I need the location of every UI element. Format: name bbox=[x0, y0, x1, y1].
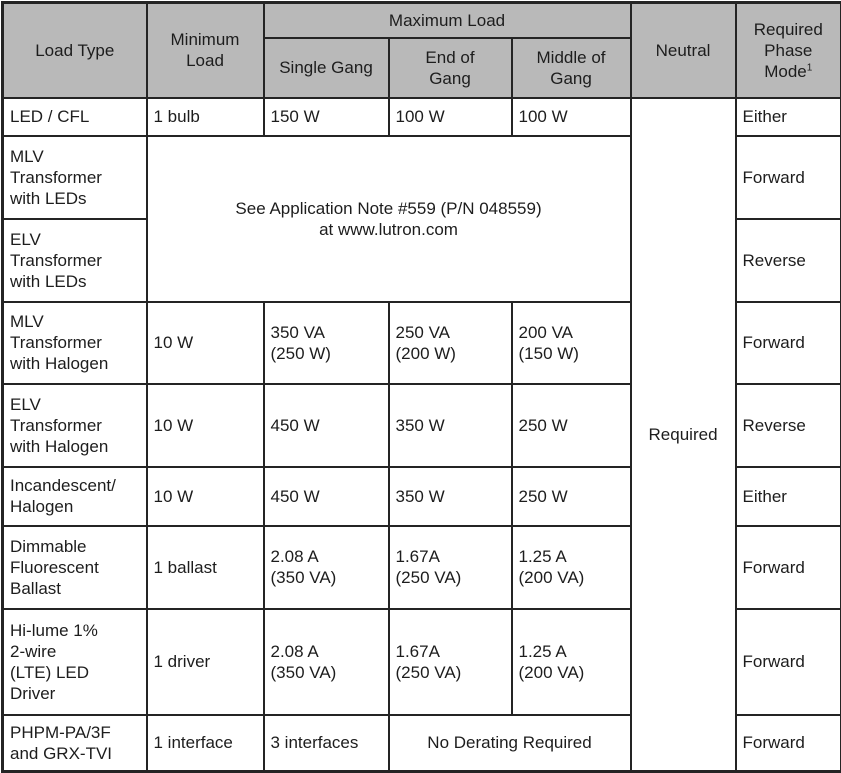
cell-single-gang: 2.08 A (350 VA) bbox=[264, 526, 389, 609]
cell-load-type: ELV Transformer with Halogen bbox=[3, 384, 147, 467]
col-header-load-type: Load Type bbox=[3, 3, 147, 98]
col-header-middle-of-gang: Middle of Gang bbox=[512, 38, 631, 98]
cell-phase-mode: Forward bbox=[736, 526, 841, 609]
cell-end-of-gang: 250 VA (200 W) bbox=[389, 302, 512, 384]
cell-load-type: Dimmable Fluorescent Ballast bbox=[3, 526, 147, 609]
cell-phase-mode: Either bbox=[736, 98, 841, 136]
col-header-maximum-load: Maximum Load bbox=[264, 3, 631, 38]
col-header-end-of-gang: End of Gang bbox=[389, 38, 512, 98]
col-header-minimum-load: Minimum Load bbox=[147, 3, 264, 98]
cell-end-of-gang: 350 W bbox=[389, 467, 512, 526]
cell-middle-of-gang: 1.25 A (200 VA) bbox=[512, 526, 631, 609]
required-phase-mode-label: Required Phase Mode bbox=[754, 20, 823, 81]
cell-load-type: ELV Transformer with LEDs bbox=[3, 219, 147, 302]
cell-end-of-gang: 1.67A (250 VA) bbox=[389, 526, 512, 609]
cell-neutral-required: Required bbox=[631, 98, 736, 772]
cell-load-type: PHPM-PA/3F and GRX-TVI bbox=[3, 715, 147, 772]
cell-middle-of-gang: 1.25 A (200 VA) bbox=[512, 609, 631, 715]
cell-minimum-load: 1 driver bbox=[147, 609, 264, 715]
cell-single-gang: 3 interfaces bbox=[264, 715, 389, 772]
cell-minimum-load: 1 bulb bbox=[147, 98, 264, 136]
col-header-required-phase-mode: Required Phase Mode1 bbox=[736, 3, 841, 98]
cell-middle-of-gang: 200 VA (150 W) bbox=[512, 302, 631, 384]
col-header-neutral: Neutral bbox=[631, 3, 736, 98]
cell-phase-mode: Forward bbox=[736, 136, 841, 219]
cell-minimum-load: 1 interface bbox=[147, 715, 264, 772]
cell-minimum-load: 10 W bbox=[147, 302, 264, 384]
cell-phase-mode: Forward bbox=[736, 715, 841, 772]
cell-single-gang: 2.08 A (350 VA) bbox=[264, 609, 389, 715]
cell-application-note: See Application Note #559 (P/N 048559) a… bbox=[147, 136, 631, 302]
cell-minimum-load: 10 W bbox=[147, 467, 264, 526]
cell-end-of-gang: 1.67A (250 VA) bbox=[389, 609, 512, 715]
cell-end-of-gang: 100 W bbox=[389, 98, 512, 136]
cell-load-type: Hi-lume 1% 2-wire (LTE) LED Driver bbox=[3, 609, 147, 715]
cell-single-gang: 150 W bbox=[264, 98, 389, 136]
cell-phase-mode: Reverse bbox=[736, 384, 841, 467]
col-header-single-gang: Single Gang bbox=[264, 38, 389, 98]
cell-phase-mode: Either bbox=[736, 467, 841, 526]
cell-single-gang: 350 VA (250 W) bbox=[264, 302, 389, 384]
cell-phase-mode: Reverse bbox=[736, 219, 841, 302]
header-row-top: Load Type Minimum Load Maximum Load Neut… bbox=[3, 3, 841, 38]
cell-end-of-gang: 350 W bbox=[389, 384, 512, 467]
cell-load-type: MLV Transformer with Halogen bbox=[3, 302, 147, 384]
cell-load-type: LED / CFL bbox=[3, 98, 147, 136]
table-row: LED / CFL 1 bulb 150 W 100 W 100 W Requi… bbox=[3, 98, 841, 136]
cell-load-type: Incandescent/ Halogen bbox=[3, 467, 147, 526]
cell-load-type: MLV Transformer with LEDs bbox=[3, 136, 147, 219]
footnote-marker: 1 bbox=[807, 62, 813, 73]
cell-single-gang: 450 W bbox=[264, 467, 389, 526]
cell-minimum-load: 10 W bbox=[147, 384, 264, 467]
cell-phase-mode: Forward bbox=[736, 609, 841, 715]
cell-phase-mode: Forward bbox=[736, 302, 841, 384]
cell-no-derating: No Derating Required bbox=[389, 715, 631, 772]
cell-middle-of-gang: 250 W bbox=[512, 384, 631, 467]
cell-middle-of-gang: 250 W bbox=[512, 467, 631, 526]
cell-minimum-load: 1 ballast bbox=[147, 526, 264, 609]
cell-single-gang: 450 W bbox=[264, 384, 389, 467]
cell-middle-of-gang: 100 W bbox=[512, 98, 631, 136]
